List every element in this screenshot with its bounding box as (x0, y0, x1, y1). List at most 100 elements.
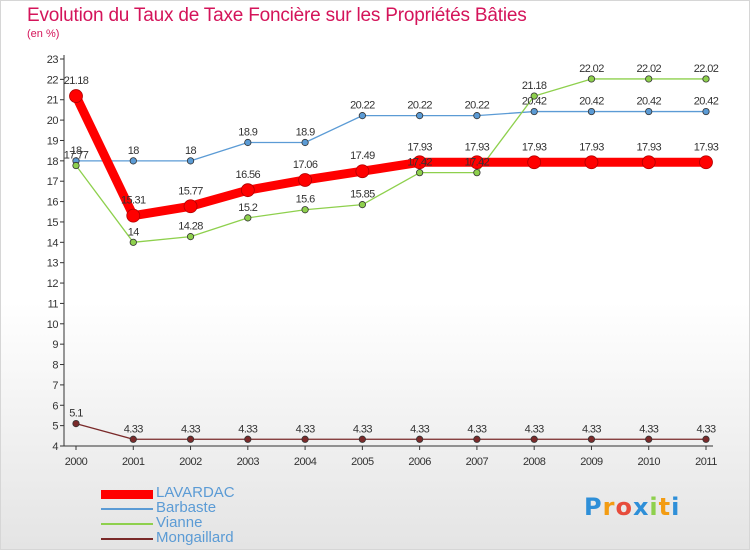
data-point-mongaillard (645, 435, 653, 443)
data-label-barbaste: 18 (185, 145, 197, 157)
axes: 4 5 6 7 8 9 10 11 12 13 14 15 16 17 18 19 20 21 22 23 2000 20… (47, 54, 718, 468)
data-label-lavardac: 17.93 (579, 141, 604, 153)
series-line-lavardac (71, 91, 711, 221)
data-label-barbaste: 20.22 (407, 100, 432, 112)
data-label-lavardac: 17.93 (694, 141, 719, 153)
legend-label-vianne: Vianne (156, 514, 203, 531)
legend-item-lavardac: LAVARDAC (101, 484, 301, 501)
data-label-mongaillard: 4.33 (124, 423, 143, 435)
x-tick-label: 2010 (637, 456, 660, 468)
data-label-mongaillard: 4.33 (582, 423, 601, 435)
data-label-vianne: 15.85 (350, 189, 375, 201)
data-label-mongaillard: 4.33 (467, 423, 486, 435)
y-tick-label: 22 (47, 74, 59, 86)
logo-letter: o (615, 493, 633, 521)
data-point-lavardac (183, 199, 198, 214)
data-point-lavardac (527, 155, 542, 170)
data-point-vianne (530, 92, 538, 100)
data-label-lavardac: 17.06 (293, 159, 318, 171)
series-line-vianne (75, 78, 707, 243)
data-label-vianne: 17.42 (465, 157, 490, 169)
y-tick-label: 20 (47, 115, 59, 127)
data-label-mongaillard: 4.33 (238, 423, 257, 435)
data-label-mongaillard: 4.33 (353, 423, 372, 435)
legend-label-barbaste: Barbaste (156, 499, 217, 516)
x-tick-label: 2004 (294, 456, 317, 468)
logo-letter: i (649, 493, 659, 521)
chart-title: Evolution du Taux de Taxe Foncière sur l… (27, 5, 527, 26)
proxiti-logo: Proxiti (584, 493, 680, 521)
data-label-vianne: 21.18 (522, 80, 547, 92)
data-point-barbaste (530, 107, 538, 116)
series-line-barbaste (75, 110, 707, 162)
data-point-vianne (72, 161, 80, 170)
data-point-barbaste (301, 138, 309, 147)
legend-swatch-barbaste (101, 508, 153, 510)
data-labels: 18 18 18 18.9 18.9 20.22 20.22 20.22 20.42 20.42 2… (64, 63, 720, 435)
logo-letter: t (658, 493, 672, 521)
x-tick-label: 2002 (179, 456, 202, 468)
data-point-barbaste (416, 112, 424, 120)
y-tick-label: 11 (48, 298, 59, 310)
data-label-barbaste: 20.22 (350, 100, 375, 112)
data-label-vianne: 22.02 (636, 63, 661, 75)
y-tick-label: 18 (47, 156, 59, 168)
data-label-vianne: 15.2 (238, 202, 257, 214)
legend: LAVARDAC Barbaste Vianne Mongaillard (101, 484, 301, 546)
data-point-mongaillard (301, 435, 309, 443)
x-tick-label: 2007 (466, 456, 489, 468)
y-tick-label: 6 (52, 400, 58, 412)
data-point-vianne (702, 75, 710, 83)
data-label-lavardac: 15.77 (178, 185, 203, 197)
data-point-mongaillard (72, 419, 80, 428)
data-label-barbaste: 20.42 (694, 96, 719, 108)
data-label-lavardac: 17.93 (636, 141, 661, 153)
x-tick-label: 2000 (65, 456, 88, 468)
data-label-vianne: 17.77 (64, 150, 89, 162)
data-label-lavardac: 17.93 (465, 141, 490, 153)
data-label-lavardac: 16.56 (236, 169, 261, 181)
data-label-mongaillard: 4.33 (696, 423, 715, 435)
data-label-barbaste: 20.22 (465, 100, 490, 112)
data-point-lavardac (470, 155, 484, 170)
legend-swatch-lavardac (101, 490, 153, 499)
x-tick-label: 2001 (122, 456, 145, 468)
data-label-barbaste: 20.42 (636, 96, 661, 108)
data-point-lavardac (699, 155, 713, 170)
y-tick-label: 17 (47, 176, 59, 188)
data-point-mongaillard (129, 435, 137, 443)
data-point-vianne (358, 201, 366, 209)
data-point-mongaillard (530, 435, 538, 443)
data-label-lavardac: 15.31 (121, 195, 146, 207)
data-point-mongaillard (587, 435, 596, 443)
chart-subtitle: (en %) (27, 28, 60, 40)
legend-swatch-mongaillard (101, 538, 153, 540)
data-label-vianne: 22.02 (694, 63, 719, 75)
x-tick-label: 2005 (351, 456, 374, 468)
data-point-mongaillard (702, 435, 710, 443)
legend-label-mongaillard: Mongaillard (156, 529, 234, 546)
data-label-vianne: 14.28 (178, 221, 203, 233)
data-point-vianne (186, 233, 195, 241)
data-label-barbaste: 18 (70, 145, 82, 157)
y-tick-label: 16 (47, 197, 59, 209)
logo-letter: x (632, 493, 650, 521)
data-point-mongaillard (244, 435, 252, 443)
data-point-vianne (587, 75, 596, 83)
series-line-mongaillard (75, 422, 707, 440)
data-label-barbaste: 18.9 (238, 127, 257, 139)
data-label-lavardac: 21.18 (64, 75, 89, 87)
data-label-barbaste: 18 (128, 145, 140, 157)
y-tick-label: 5 (52, 421, 58, 433)
legend-item-barbaste: Barbaste (101, 499, 301, 516)
data-point-lavardac (69, 89, 83, 103)
data-point-mongaillard (416, 435, 424, 443)
data-label-barbaste: 20.42 (522, 96, 547, 108)
data-label-mongaillard: 4.33 (410, 423, 429, 435)
data-point-vianne (129, 238, 137, 246)
data-label-lavardac: 17.93 (522, 141, 547, 153)
data-point-barbaste (473, 112, 481, 120)
data-label-vianne: 15.6 (296, 194, 315, 206)
x-tick-label: 2008 (523, 456, 546, 468)
legend-item-vianne: Vianne (101, 514, 301, 531)
